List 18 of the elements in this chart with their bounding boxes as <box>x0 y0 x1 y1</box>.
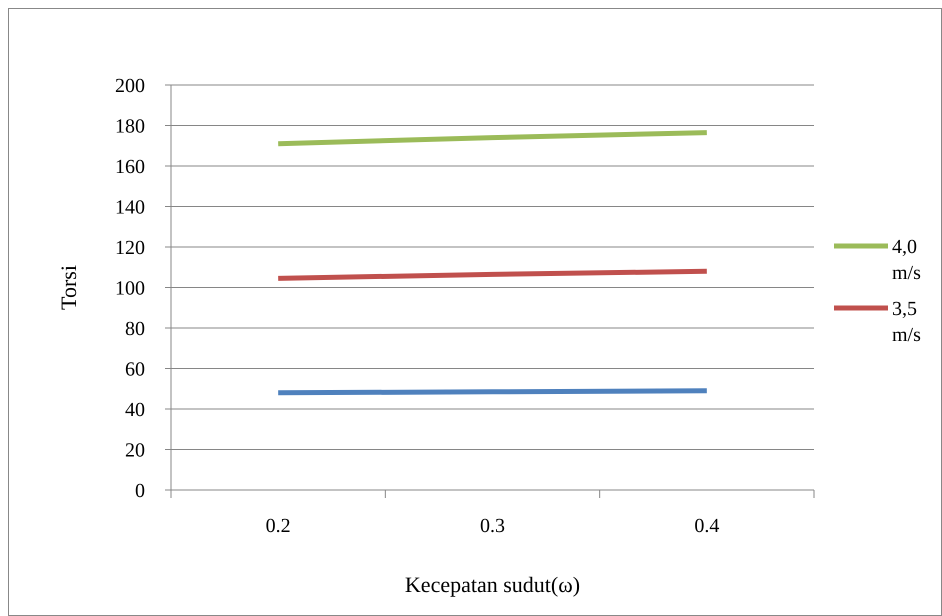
y-tick-label: 140 <box>115 196 145 218</box>
y-tick-label: 20 <box>125 440 145 462</box>
x-axis-title: Kecepatan sudut(ω) <box>404 572 580 597</box>
y-axis-title: Torsi <box>56 265 81 310</box>
y-tick-label: 0 <box>135 480 145 502</box>
y-tick-label: 60 <box>125 358 145 380</box>
legend-label: 3,5 m/s <box>892 298 922 346</box>
y-tick-label: 80 <box>125 318 145 340</box>
x-tick-label: 0.2 <box>266 515 291 537</box>
legend-label: 4,0 m/s <box>892 236 922 284</box>
y-tick-label: 180 <box>115 116 145 138</box>
y-tick-label: 200 <box>115 75 145 97</box>
y-tick-label: 100 <box>115 278 145 300</box>
x-tick-label: 0.4 <box>694 515 720 537</box>
y-tick-label: 160 <box>115 156 145 178</box>
x-tick-label: 0.3 <box>480 515 505 537</box>
y-tick-label: 120 <box>115 237 145 259</box>
y-tick-label: 40 <box>125 399 145 421</box>
